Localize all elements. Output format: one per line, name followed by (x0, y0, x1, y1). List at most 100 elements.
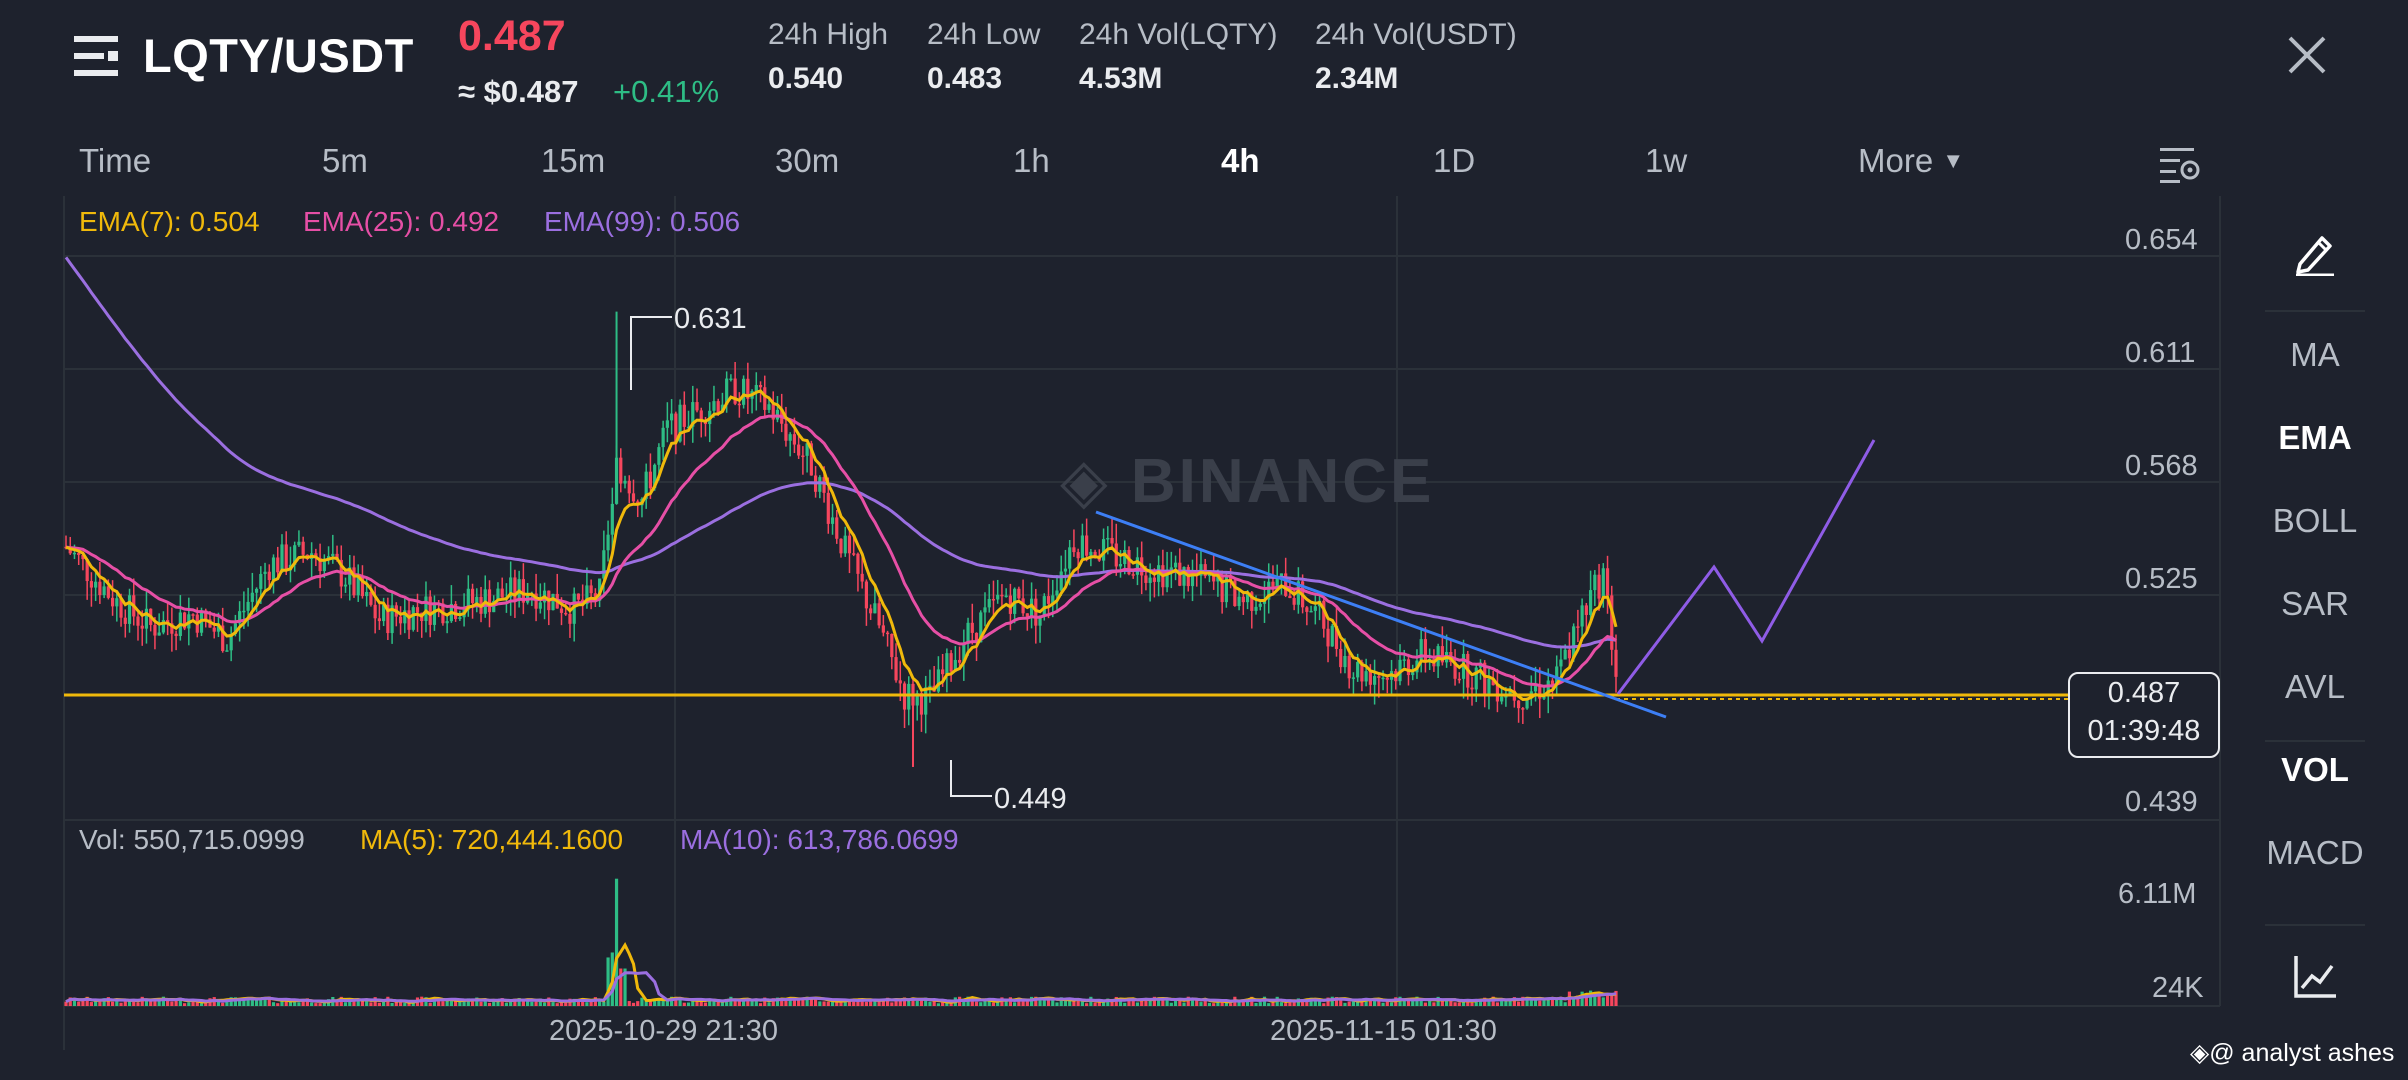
ema7-line (65, 389, 1618, 702)
indicator-avl[interactable]: AVL (2285, 668, 2345, 705)
volume-bar (813, 996, 818, 1006)
candle-body (428, 596, 432, 625)
volume-bar (242, 1000, 246, 1006)
candle-body (415, 607, 420, 613)
indicator-ma[interactable]: MA (2290, 336, 2340, 373)
volume-bar (1072, 1000, 1076, 1006)
volume-bar (509, 1001, 513, 1006)
draw-tool-icon[interactable] (2292, 230, 2338, 276)
candle-body (1326, 628, 1330, 647)
candle-body (263, 571, 267, 574)
indicator-vol[interactable]: VOL (2281, 751, 2349, 788)
candle-body (788, 434, 792, 441)
tab-1d[interactable]: 1D (1433, 142, 1476, 179)
candle-body (877, 603, 881, 626)
tab-4h[interactable]: 4h (1221, 142, 1260, 179)
volume-bar (445, 999, 449, 1006)
candle-body (847, 535, 852, 554)
stat-value-24h-vol-quote: 2.34M (1315, 62, 1399, 95)
candle-body (191, 614, 195, 616)
candle-body (1381, 677, 1385, 680)
candle-body (1508, 690, 1512, 697)
volume-bar (110, 1001, 115, 1006)
volume-bar (1317, 1000, 1322, 1006)
candle-body (1190, 571, 1195, 587)
tab-1h[interactable]: 1h (1013, 142, 1050, 179)
candle-body (1597, 574, 1601, 599)
volume-bar (881, 999, 885, 1006)
volume-bar (1368, 1000, 1372, 1006)
indicator-ema[interactable]: EMA (2278, 419, 2352, 456)
candle-body (238, 611, 242, 624)
ema25-legend: EMA(25): 0.492 (303, 206, 500, 237)
candle-body (1474, 667, 1478, 690)
candle-body (89, 581, 94, 588)
volume-bar (462, 999, 466, 1006)
candle-body (568, 613, 572, 624)
volume-bar (949, 1003, 953, 1006)
chart-settings-icon[interactable] (2158, 144, 2202, 184)
volume-bar (733, 1000, 737, 1006)
volume-bar (1516, 1001, 1521, 1006)
indicator-macd[interactable]: MACD (2266, 834, 2364, 871)
price-change-percent: +0.41% (613, 74, 720, 109)
candle-body (1550, 680, 1555, 685)
candle-body (1563, 649, 1567, 660)
current-price-label: 0.487 (2107, 677, 2181, 709)
candle-countdown: 01:39:48 (2087, 715, 2201, 747)
volume-bar (1085, 1003, 1089, 1006)
volume-bar (1593, 993, 1597, 1006)
candle-body (1516, 700, 1521, 709)
candle-body (1038, 615, 1042, 626)
more-timeframes-button[interactable]: More ▼ (1858, 142, 1964, 180)
tab-5m[interactable]: 5m (322, 142, 368, 179)
volume-bar (1055, 1002, 1059, 1006)
volume-bar (136, 1002, 140, 1006)
volume-bar (1483, 997, 1487, 1006)
candle-body (1123, 550, 1127, 565)
candle-body (271, 557, 276, 580)
close-icon[interactable] (2286, 34, 2328, 76)
candle-body (1495, 685, 1500, 702)
volume-bar (653, 999, 657, 1006)
volume-bar (847, 1000, 852, 1006)
candle-body (500, 588, 504, 598)
candle-body (1034, 598, 1038, 626)
menu-icon[interactable] (74, 34, 120, 78)
volume-bar (830, 1001, 835, 1006)
candle-body (1127, 550, 1131, 575)
candle-body (725, 378, 729, 405)
candle-body (737, 403, 741, 406)
volume-bar (153, 998, 157, 1006)
price-chart[interactable]: 0.631 0.449 (0, 196, 2230, 1060)
volume-bar (1334, 997, 1339, 1006)
tab-time[interactable]: Time (79, 142, 152, 179)
indicator-boll[interactable]: BOLL (2272, 502, 2358, 539)
candle-body (301, 541, 305, 555)
volume-bar (254, 999, 259, 1006)
volume-bar (496, 999, 500, 1006)
tab-15m[interactable]: 15m (541, 142, 606, 179)
candle-body (695, 402, 699, 411)
candle-body (957, 659, 962, 663)
volume-bar (1428, 999, 1432, 1006)
candle-body (127, 595, 132, 624)
volume-bar (602, 1001, 606, 1006)
candle-body (1313, 606, 1317, 611)
candle-body (686, 426, 691, 429)
current-price-box: 0.487 01:39:48 (2068, 672, 2220, 758)
volume-bar (1199, 1002, 1203, 1006)
volume-bar (1466, 999, 1470, 1006)
volume-bar (115, 998, 119, 1006)
symbol-title[interactable]: LQTY/USDT (143, 29, 414, 82)
tab-30m[interactable]: 30m (775, 142, 840, 179)
indicator-sar[interactable]: SAR (2281, 585, 2349, 622)
candle-body (170, 623, 174, 634)
volume-bar (826, 1001, 830, 1006)
candle-body (691, 402, 695, 427)
volume-bar (1237, 1001, 1241, 1006)
tab-1w[interactable]: 1w (1645, 142, 1688, 179)
candle-body (699, 410, 703, 422)
indicator-chart-icon[interactable] (2292, 954, 2338, 1000)
volume-bar (818, 1001, 822, 1006)
